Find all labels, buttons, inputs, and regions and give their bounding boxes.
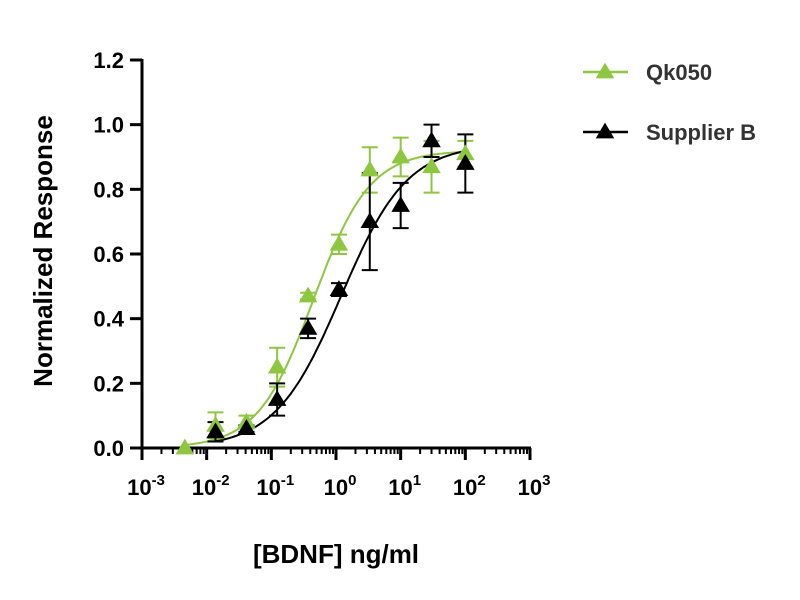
x-tick-label: 100 bbox=[324, 472, 357, 500]
x-axis-title: [BDNF] ng/ml bbox=[253, 539, 419, 569]
data-point bbox=[391, 147, 410, 164]
legend-label: Supplier B bbox=[646, 120, 756, 145]
data-point bbox=[298, 286, 318, 303]
data-point bbox=[237, 419, 256, 435]
data-point bbox=[360, 160, 380, 177]
data-point bbox=[391, 196, 410, 212]
data-point bbox=[267, 390, 287, 406]
y-tick-label: 0.6 bbox=[93, 242, 124, 267]
legend: Qk050 Supplier B bbox=[583, 60, 756, 145]
x-tick-label: 103 bbox=[518, 472, 551, 500]
data-point bbox=[175, 438, 195, 455]
x-tick-label: 10-2 bbox=[192, 472, 230, 500]
data-point bbox=[206, 422, 225, 439]
axes: 0.0 0.2 0.4 0.6 0.8 1.0 1.2 10-3 10-2 10-1 100 101 1… bbox=[93, 48, 550, 500]
fit-curves bbox=[184, 150, 466, 446]
y-tick-label: 0.8 bbox=[93, 177, 124, 202]
data-point bbox=[422, 131, 441, 148]
data-point bbox=[422, 157, 441, 174]
legend-label: Qk050 bbox=[646, 60, 712, 85]
fit-curve-2 bbox=[215, 150, 466, 443]
x-tick-label: 10-3 bbox=[127, 472, 165, 500]
data-points bbox=[175, 131, 475, 455]
data-point bbox=[456, 154, 475, 170]
legend-item-2: Supplier B bbox=[583, 120, 756, 145]
fit-curve-1 bbox=[184, 150, 466, 446]
legend-marker bbox=[595, 62, 615, 79]
y-tick-label: 1.2 bbox=[93, 48, 124, 73]
legend-item-1: Qk050 bbox=[583, 60, 712, 85]
data-point bbox=[456, 144, 475, 161]
y-tick-label: 0.2 bbox=[93, 371, 124, 396]
data-point bbox=[298, 318, 318, 335]
y-axis-title: Normalized Response bbox=[28, 115, 58, 387]
y-tick-label: 0.4 bbox=[93, 307, 124, 332]
data-point bbox=[329, 280, 349, 296]
x-tick-label: 102 bbox=[453, 472, 486, 500]
legend-marker bbox=[595, 122, 615, 139]
x-tick-label: 101 bbox=[388, 472, 421, 500]
data-point bbox=[329, 234, 349, 251]
x-tick-label: 10-1 bbox=[256, 472, 294, 500]
y-tick-label: 1.0 bbox=[93, 113, 124, 138]
y-tick-label: 0.0 bbox=[93, 436, 124, 461]
data-point bbox=[360, 212, 380, 229]
data-point bbox=[267, 357, 287, 374]
